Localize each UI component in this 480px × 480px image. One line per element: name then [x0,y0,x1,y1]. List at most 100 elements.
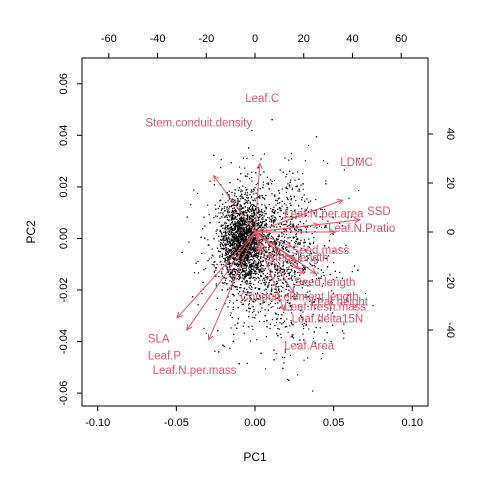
score-point [274,240,276,242]
score-point [231,228,234,230]
score-point [240,255,243,257]
score-point [228,256,230,258]
score-point [232,250,234,252]
score-point [222,237,224,240]
score-point [288,379,290,381]
score-point [284,351,287,353]
score-point [251,248,253,250]
score-point [238,277,241,279]
score-point [234,286,236,288]
score-point [229,206,231,208]
score-point [305,220,307,222]
score-point [296,237,299,239]
score-point [231,228,233,230]
score-point [245,201,247,203]
score-point [207,239,209,241]
score-point [288,272,290,274]
score-point [246,273,248,275]
score-point [228,266,231,268]
score-point [235,268,237,271]
score-point [247,260,249,263]
score-point [255,286,257,289]
score-point [233,239,235,241]
score-point [285,216,288,218]
score-point [266,255,268,257]
score-point [236,248,238,250]
score-point [309,262,311,264]
score-point [289,237,291,239]
score-point [250,298,252,300]
score-point [211,263,213,266]
score-point [262,273,265,275]
score-point [302,269,305,271]
score-point [247,202,249,204]
score-point [239,275,241,277]
score-point [243,271,245,273]
score-point [265,258,267,260]
score-point [255,314,257,316]
score-point [233,245,235,247]
score-point [249,207,251,209]
score-point [229,240,231,243]
score-point [259,310,262,313]
score-point [250,275,252,277]
score-point [248,199,250,202]
score-point [298,258,300,260]
score-point [239,244,241,246]
score-point [259,279,261,281]
score-point [242,249,244,251]
score-point [255,254,257,256]
score-point [240,217,242,219]
score-point [294,298,296,300]
score-point [271,263,273,265]
score-point [269,275,271,277]
score-point [221,233,223,235]
score-point [245,230,247,232]
score-point [341,330,344,332]
score-point [285,229,287,231]
score-point [309,284,311,286]
score-point [242,220,245,222]
score-point [304,160,307,162]
score-point [285,186,287,188]
score-point [222,257,225,260]
score-point [244,229,246,231]
score-point [232,204,234,206]
score-point [309,200,312,202]
score-point [237,225,239,228]
score-point [303,194,305,196]
score-point [251,220,254,222]
score-point [273,277,275,279]
score-point [235,263,237,265]
score-point [232,257,234,259]
score-point [242,217,244,219]
score-point [236,212,238,214]
score-point [255,206,257,208]
score-point [254,243,257,245]
score-point [284,157,286,159]
score-point [304,282,307,284]
score-point [327,220,329,222]
score-point [245,270,247,272]
score-point [258,256,260,258]
score-point [241,266,243,268]
score-point [240,173,242,175]
score-point [251,225,253,228]
score-point [274,302,276,305]
score-point [242,211,244,214]
score-point [264,283,266,285]
score-point [223,239,225,241]
score-point [240,236,242,238]
score-point [252,241,254,243]
score-point [238,260,240,263]
score-point [233,278,235,280]
score-point [259,275,262,277]
score-point [243,245,246,247]
score-point [244,199,246,201]
score-point [240,234,242,236]
score-point [265,368,267,370]
score-point [287,250,289,252]
score-point [240,237,242,239]
score-point [227,269,229,271]
score-point [312,242,315,245]
